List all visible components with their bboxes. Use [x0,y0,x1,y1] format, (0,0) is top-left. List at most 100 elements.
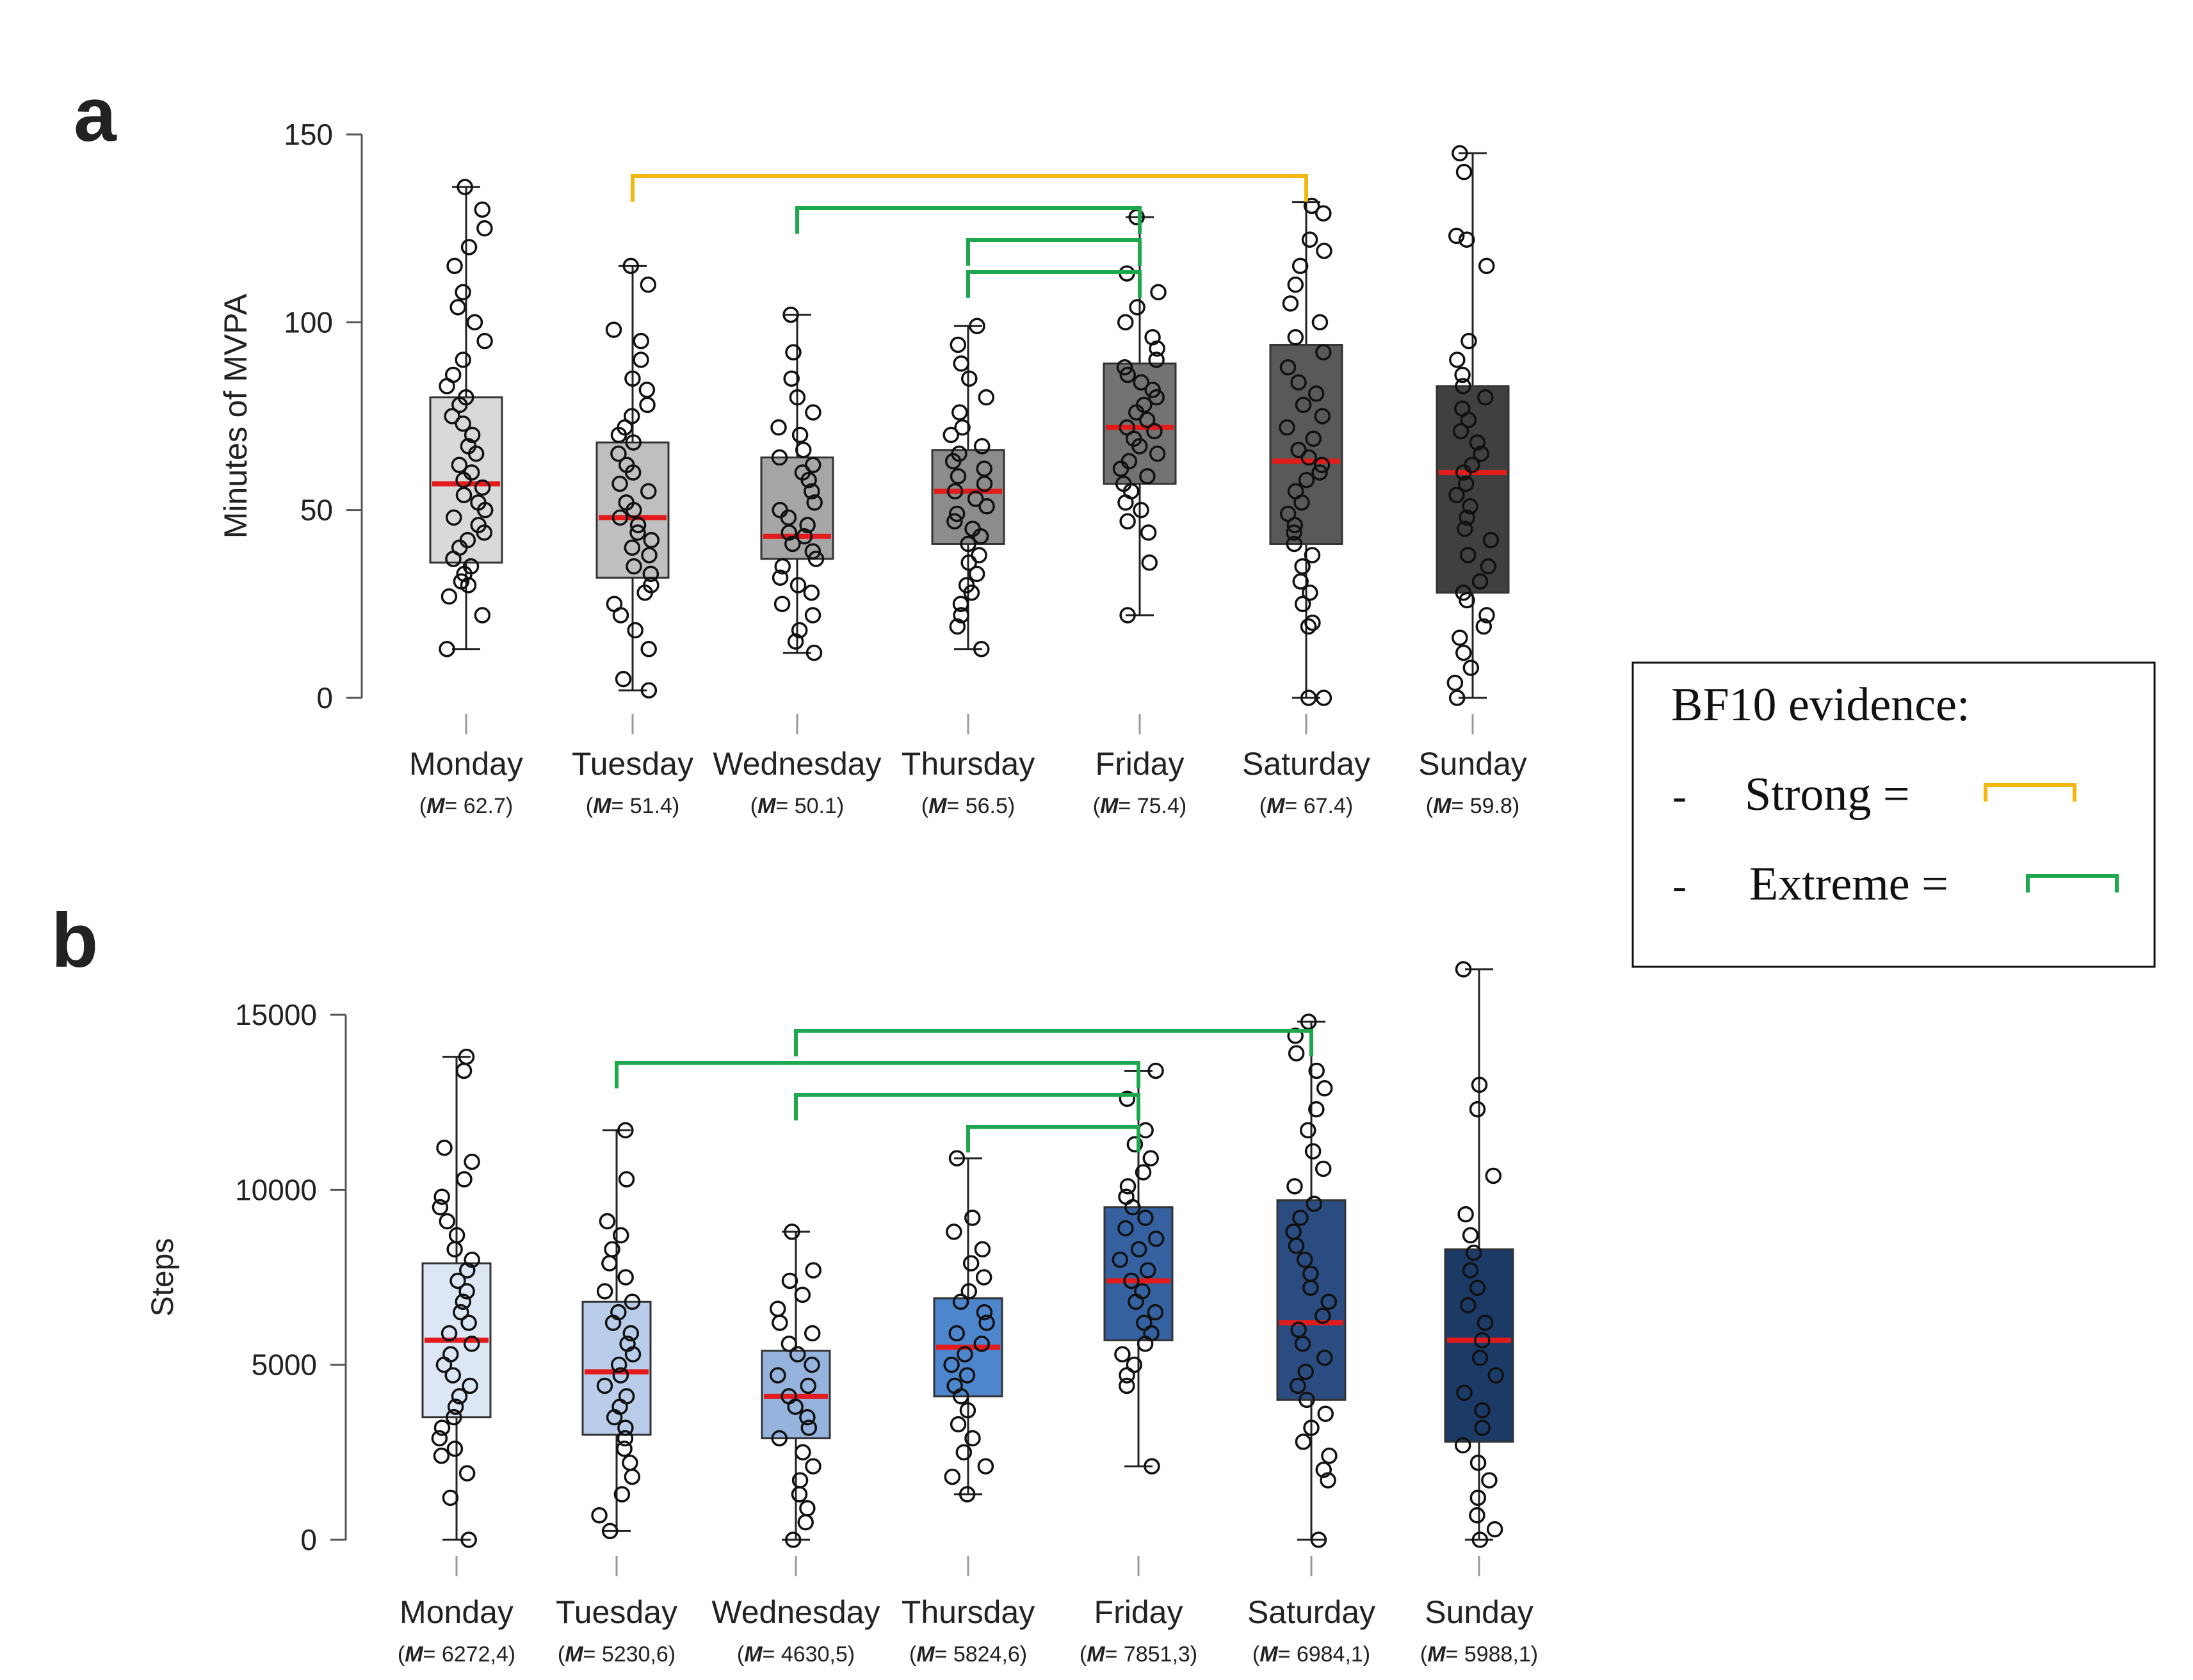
data-point [617,1122,634,1139]
data-point [1469,1489,1487,1506]
data-point [1119,513,1136,530]
data-point [807,551,825,567]
x-tick-label: Friday [1096,746,1185,782]
mean-label: (M= 51.4) [586,794,679,818]
data-point [1478,257,1495,275]
data-point [622,1454,638,1471]
data-point [1455,584,1472,601]
data-point [946,1377,963,1394]
mean-label: (M= 5988,1) [1420,1642,1538,1667]
data-point [1150,284,1167,301]
data-point [445,509,462,526]
data-point [474,201,490,218]
data-point [1474,1332,1491,1349]
data-point [783,370,800,387]
data-point [978,498,995,515]
data-point [1290,1321,1307,1338]
data-point [1458,231,1475,248]
data-point [804,483,820,500]
data-point [1313,456,1331,474]
data-point [1449,351,1466,368]
data-point [1112,1251,1129,1268]
data-point [611,475,628,492]
data-point [1315,1160,1332,1177]
data-point [1469,1279,1486,1296]
data-point [781,1272,798,1289]
data-point [629,517,647,533]
data-point [460,438,477,455]
data-point [1456,1384,1473,1401]
data-point [799,517,816,533]
data-point [1128,209,1145,225]
data-point [1469,1101,1486,1118]
data-point [1297,1251,1313,1268]
data-point [804,1356,820,1373]
data-point [770,1367,786,1384]
data-point [1147,1062,1164,1079]
data-point [436,1139,453,1156]
data-point [1448,227,1465,245]
data-point [975,1269,992,1286]
data-point [619,456,635,474]
box-sunday [1436,385,1510,594]
data-point [781,1388,797,1405]
data-point [619,1336,636,1352]
significance-bracket-extreme [966,238,1142,266]
data-point [625,434,642,451]
data-point [605,321,622,338]
data-point [806,494,823,511]
data-point [1117,1220,1134,1237]
data-point [432,1199,449,1216]
data-point [618,1388,635,1405]
data-point [643,577,660,594]
data-point [453,573,470,590]
legend-bullet-extreme: - [1672,862,1687,909]
significance-bracket-extreme [615,1061,1140,1088]
data-point [943,426,959,444]
data-point [1461,332,1477,350]
data-point [770,419,787,436]
data-point [1294,595,1311,613]
data-point [460,239,478,255]
data-point [1315,205,1332,222]
data-point [962,1255,980,1272]
data-point [1147,1304,1164,1321]
mean-label: (M= 5230,6) [558,1642,676,1667]
y-axis-title: Steps [146,1238,180,1317]
data-point [464,1251,480,1268]
data-point [629,524,646,541]
data-point [1118,1188,1135,1206]
data-point [1452,145,1468,162]
data-point [1119,1178,1137,1195]
data-point [462,1377,478,1394]
data-point [601,1255,618,1272]
data-point [1148,351,1165,368]
data-point [1304,547,1321,563]
data-point [433,1419,451,1436]
data-point [791,622,808,639]
data-point [784,1531,802,1548]
data-point [1292,1209,1309,1226]
data-point [458,1465,476,1482]
data-point [1279,359,1297,376]
data-point [1133,374,1150,391]
data-point [1290,1377,1306,1394]
legend-title: BF10 evidence: [1671,679,1970,731]
data-point [1320,1472,1336,1489]
data-point [1119,419,1135,436]
data-point [1304,614,1321,631]
data-point [971,547,987,563]
data-point [1137,1122,1154,1139]
data-point [1316,243,1332,259]
legend-frame [1631,661,2156,968]
data-point [444,1367,462,1384]
data-point [1302,1265,1319,1282]
data-point [1126,1356,1143,1373]
data-point [1300,449,1317,466]
data-point [1139,468,1156,485]
data-point [455,1062,473,1079]
data-point [639,396,656,414]
data-point [1287,329,1304,346]
data-point [781,1336,798,1352]
data-point [627,622,643,639]
